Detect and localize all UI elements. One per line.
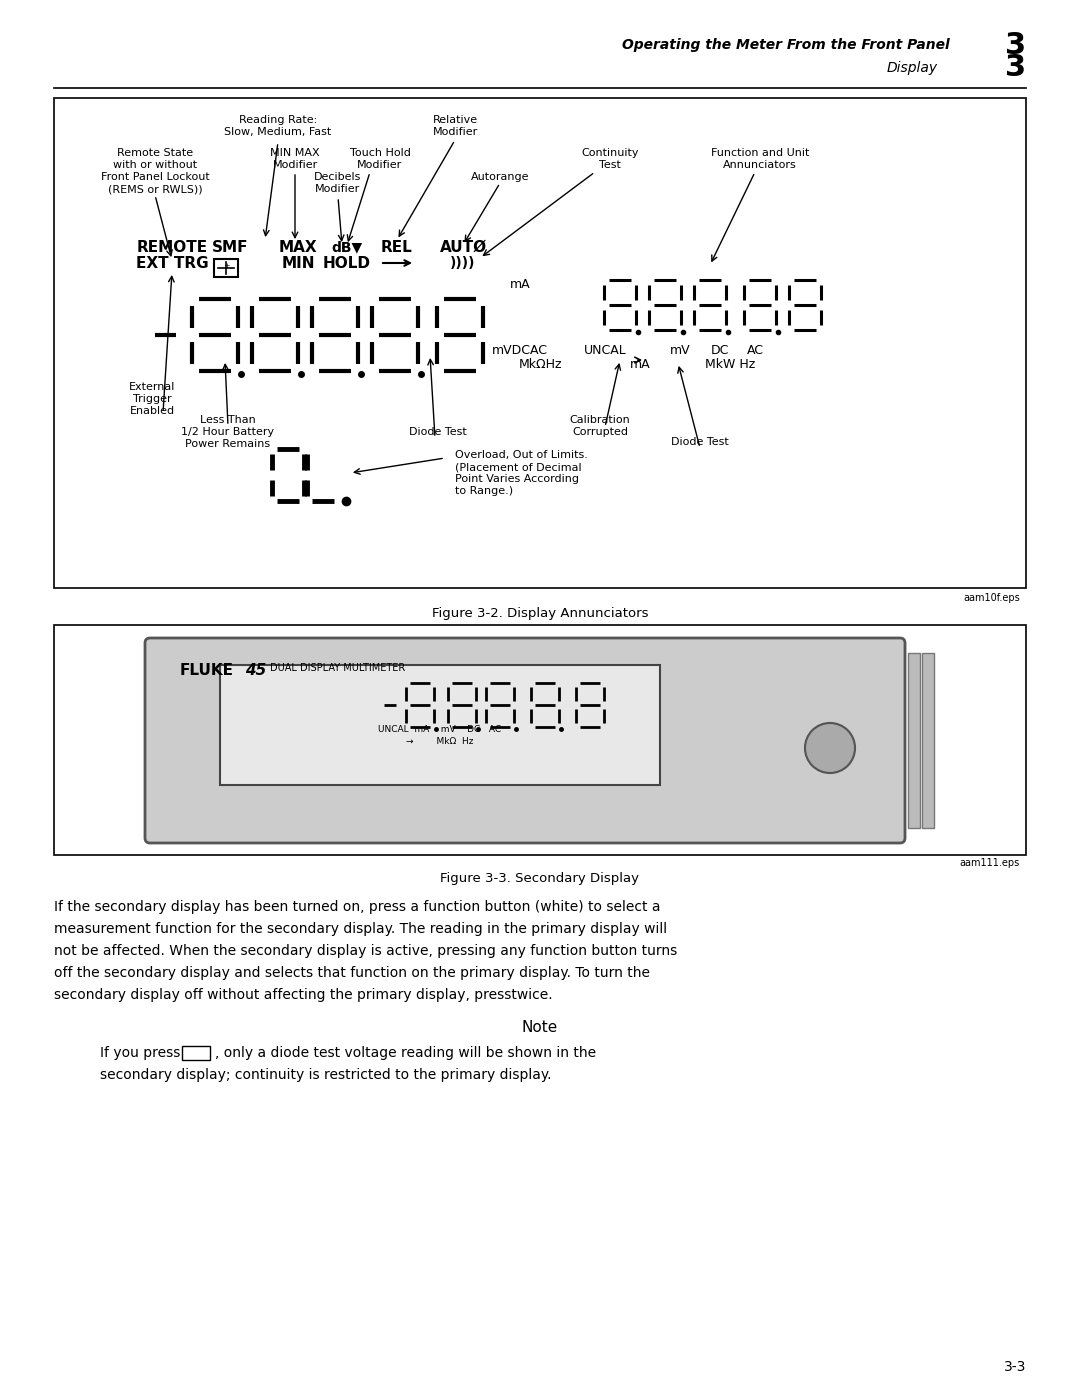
Text: 3: 3 xyxy=(1004,53,1026,82)
Text: Diode Test: Diode Test xyxy=(409,427,467,437)
Text: MkΩHz: MkΩHz xyxy=(518,359,562,372)
Text: off the secondary display and selects that function on the primary display. To t: off the secondary display and selects th… xyxy=(54,965,650,981)
Text: REMOTE: REMOTE xyxy=(136,239,207,254)
Text: dB▼: dB▼ xyxy=(332,240,363,254)
Bar xyxy=(220,665,660,785)
Text: Relative: Relative xyxy=(432,115,477,124)
Text: Less Than: Less Than xyxy=(200,415,256,425)
Text: mV: mV xyxy=(670,344,690,356)
Text: MIN: MIN xyxy=(281,256,314,271)
Text: )))): )))) xyxy=(450,256,476,270)
Text: External: External xyxy=(129,381,175,393)
Circle shape xyxy=(805,724,855,773)
Text: Decibels: Decibels xyxy=(314,172,362,182)
Text: (Placement of Decimal: (Placement of Decimal xyxy=(455,462,582,472)
Text: HOLD: HOLD xyxy=(323,256,372,271)
Text: Note: Note xyxy=(522,1020,558,1035)
Text: 45: 45 xyxy=(245,664,267,678)
Text: →        MkΩ  Hz: → MkΩ Hz xyxy=(406,738,474,746)
Bar xyxy=(183,1046,210,1060)
Text: Modifier: Modifier xyxy=(272,161,318,170)
Text: MkW Hz: MkW Hz xyxy=(705,359,755,372)
Text: AUTØ: AUTØ xyxy=(440,239,487,254)
Text: UNCAL: UNCAL xyxy=(583,344,626,356)
Text: with or without: with or without xyxy=(113,161,197,170)
Text: FLUKE: FLUKE xyxy=(180,664,234,678)
Text: (REMS or RWLS)): (REMS or RWLS)) xyxy=(108,184,202,194)
Text: 1/2 Hour Battery: 1/2 Hour Battery xyxy=(181,427,274,437)
Text: Diode Test: Diode Test xyxy=(671,437,729,447)
Text: Figure 3-2. Display Annunciators: Figure 3-2. Display Annunciators xyxy=(432,608,648,620)
Text: EXT TRG: EXT TRG xyxy=(136,256,208,271)
Text: Front Panel Lockout: Front Panel Lockout xyxy=(100,172,210,182)
Bar xyxy=(908,652,920,828)
Bar xyxy=(54,98,1026,588)
Text: Modifier: Modifier xyxy=(315,184,361,194)
Text: Calibration: Calibration xyxy=(569,415,631,425)
Text: DUAL DISPLAY MULTIMETER: DUAL DISPLAY MULTIMETER xyxy=(270,664,405,673)
Text: aam111.eps: aam111.eps xyxy=(960,858,1020,868)
Text: Overload, Out of Limits.: Overload, Out of Limits. xyxy=(455,450,588,460)
Text: Power Remains: Power Remains xyxy=(186,439,271,448)
Text: mA: mA xyxy=(630,359,650,372)
Text: MAX: MAX xyxy=(279,239,318,254)
Text: Function and Unit: Function and Unit xyxy=(711,148,809,158)
Text: mA: mA xyxy=(510,278,530,292)
Text: 3: 3 xyxy=(1004,31,1026,60)
Text: DC: DC xyxy=(711,344,729,356)
Text: Touch Hold: Touch Hold xyxy=(350,148,410,158)
Text: Reading Rate:: Reading Rate: xyxy=(239,115,318,124)
Text: MIN MAX: MIN MAX xyxy=(270,148,320,158)
Text: measurement function for the secondary display. The reading in the primary displ: measurement function for the secondary d… xyxy=(54,922,667,936)
Text: Corrupted: Corrupted xyxy=(572,427,627,437)
Text: aam10f.eps: aam10f.eps xyxy=(963,592,1020,604)
Text: Autorange: Autorange xyxy=(471,172,529,182)
Text: secondary display off without affecting the primary display, presstwice.: secondary display off without affecting … xyxy=(54,988,553,1002)
Text: Figure 3-3. Secondary Display: Figure 3-3. Secondary Display xyxy=(441,872,639,886)
Text: If you press: If you press xyxy=(100,1046,180,1060)
Text: Display: Display xyxy=(887,61,939,75)
Text: Remote State: Remote State xyxy=(117,148,193,158)
Text: not be affected. When the secondary display is active, pressing any function but: not be affected. When the secondary disp… xyxy=(54,944,677,958)
Text: Point Varies According: Point Varies According xyxy=(455,474,579,483)
FancyBboxPatch shape xyxy=(145,638,905,842)
Text: to Range.): to Range.) xyxy=(455,486,513,496)
Bar xyxy=(54,624,1026,855)
Text: 3-3: 3-3 xyxy=(1003,1361,1026,1375)
Text: ⁺: ⁺ xyxy=(222,261,229,274)
Text: Continuity: Continuity xyxy=(581,148,638,158)
Text: Slow, Medium, Fast: Slow, Medium, Fast xyxy=(225,127,332,137)
Text: UNCAL  mA    mV    DC   AC: UNCAL mA mV DC AC xyxy=(378,725,501,733)
Bar xyxy=(214,258,238,277)
Text: Annunciators: Annunciators xyxy=(724,161,797,170)
Text: Enabled: Enabled xyxy=(130,407,175,416)
Text: AC: AC xyxy=(746,344,764,356)
Text: Operating the Meter From the Front Panel: Operating the Meter From the Front Panel xyxy=(622,38,950,52)
Text: , only a diode test voltage reading will be shown in the: , only a diode test voltage reading will… xyxy=(215,1046,596,1060)
Text: Modifier: Modifier xyxy=(432,127,477,137)
Text: secondary display; continuity is restricted to the primary display.: secondary display; continuity is restric… xyxy=(100,1067,552,1083)
Text: REL: REL xyxy=(381,239,413,254)
Bar xyxy=(922,652,934,828)
Text: mVDCAC: mVDCAC xyxy=(492,344,548,356)
Text: Trigger: Trigger xyxy=(133,394,172,404)
Text: SMF: SMF xyxy=(212,239,248,254)
Text: If the secondary display has been turned on, press a function button (white) to : If the secondary display has been turned… xyxy=(54,900,661,914)
Text: Modifier: Modifier xyxy=(357,161,403,170)
Text: Test: Test xyxy=(599,161,621,170)
